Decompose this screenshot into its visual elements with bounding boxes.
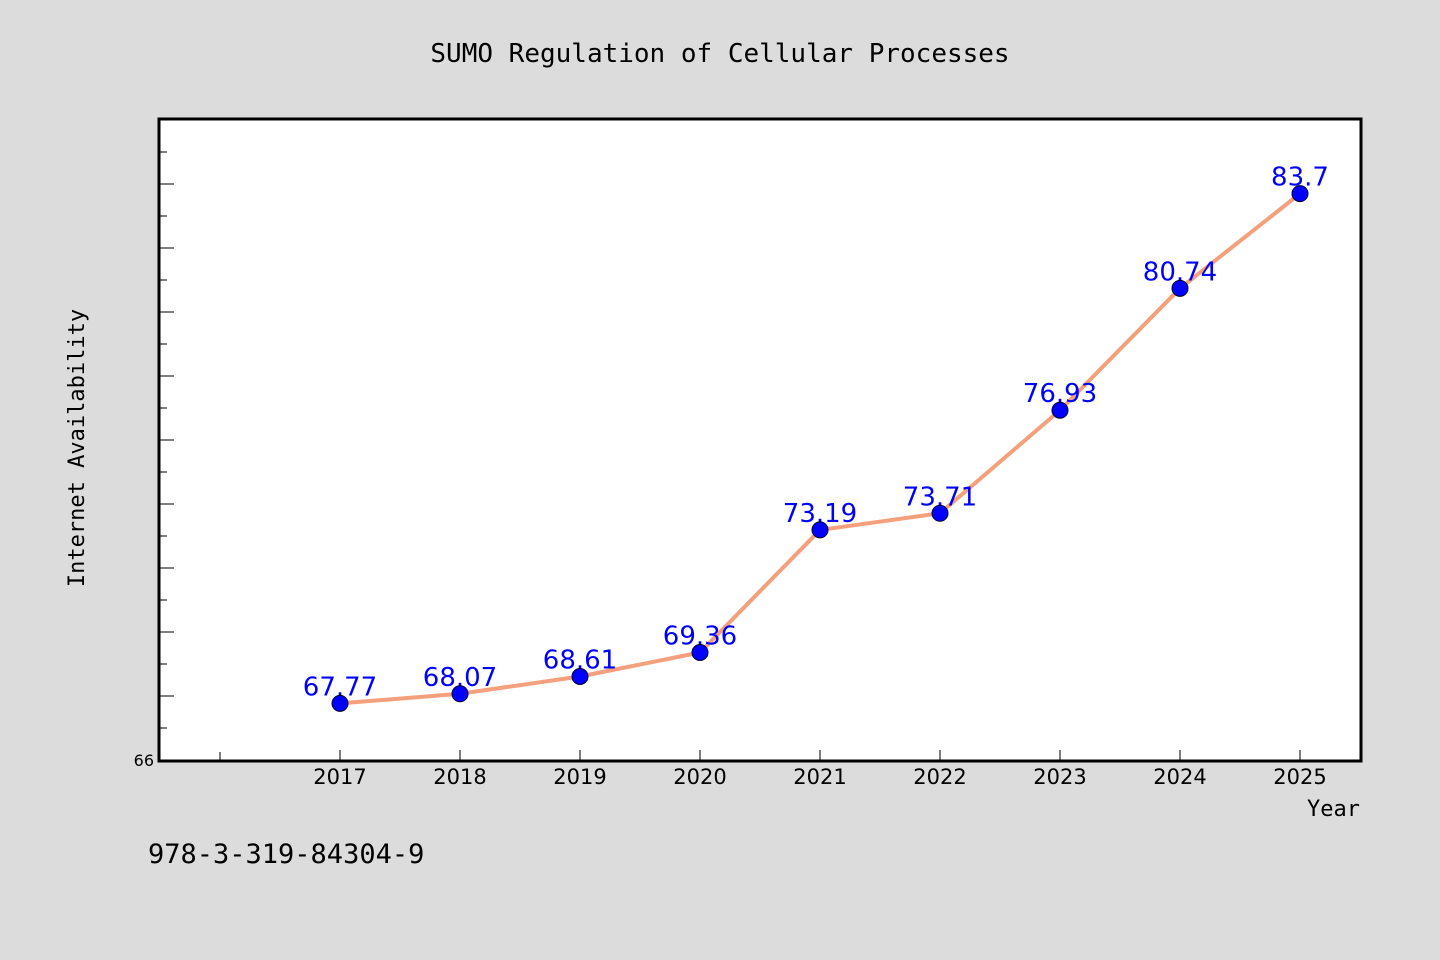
data-point [331, 694, 349, 712]
x-tick-label: 2022 [913, 765, 966, 789]
data-point [931, 504, 949, 522]
data-point [571, 667, 589, 685]
isbn-footer: 978-3-319-84304-9 [148, 839, 424, 870]
data-point [1051, 401, 1069, 419]
x-axis-ticks: 2017 2018 2019 2020 2021 2022 2023 2024 2025 [219, 750, 1327, 789]
y-tick-label: 66 [134, 751, 154, 770]
series-layer: 67.77 68.0768.6169.3673.1973.7176.9380.74… [303, 163, 1329, 712]
data-point [811, 521, 829, 539]
x-axis-label: Year [1307, 797, 1360, 822]
data-point [451, 685, 469, 703]
data-point [1171, 279, 1189, 297]
x-tick-label: 2025 [1273, 765, 1326, 789]
x-tick-label: 2023 [1033, 765, 1086, 789]
y-axis-label: Internet Availability [65, 309, 90, 587]
plot-area [157, 117, 1363, 763]
x-tick-label: 2021 [793, 765, 846, 789]
x-tick-label: 2018 [433, 765, 486, 789]
x-tick-label: 2019 [553, 765, 606, 789]
x-tick-label: 2024 [1153, 765, 1206, 789]
y-axis-ticks: 66 [134, 119, 174, 770]
chart-title: SUMO Regulation of Cellular Processes [430, 39, 1009, 69]
x-tick-label: 2020 [673, 765, 726, 789]
data-point [1291, 185, 1309, 203]
data-point [691, 643, 709, 661]
x-tick-label: 2017 [313, 765, 366, 789]
